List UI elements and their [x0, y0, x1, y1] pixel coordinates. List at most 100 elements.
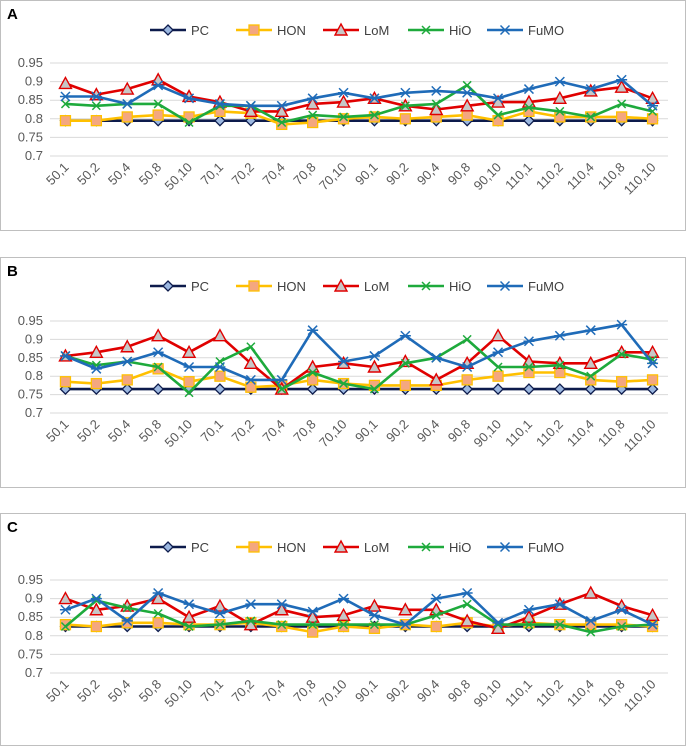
marker-p2-s4-0	[59, 604, 71, 615]
marker-p2-s4-13	[461, 587, 473, 599]
legend-marker-p0-s2	[333, 22, 349, 36]
marker-p0-s4-5	[214, 98, 226, 109]
marker-p1-s3-9	[339, 379, 349, 389]
marker-p1-s2-5	[212, 328, 228, 342]
marker-p1-s2-17	[583, 355, 598, 370]
legend-marker-p0-s4	[499, 24, 511, 36]
marker-p2-s1-19	[646, 620, 659, 633]
marker-p0-s1-3	[152, 109, 164, 121]
legend-marker-p1-s2	[333, 278, 349, 292]
marker-p1-s3-19	[648, 355, 658, 365]
marker-p2-s3-1	[91, 595, 101, 605]
marker-p0-s4-17	[585, 84, 597, 95]
marker-p2-s4-16	[554, 599, 566, 610]
marker-p0-s3-15	[524, 103, 534, 113]
marker-p1-s0-8	[306, 383, 319, 395]
marker-p0-s3-3	[153, 99, 163, 109]
marker-p1-s4-4	[183, 361, 195, 373]
legend-marker-p2-s0	[162, 541, 174, 553]
marker-p0-s3-0	[60, 99, 70, 109]
marker-p0-s2-2	[120, 81, 135, 95]
legend-marker-p2-s2	[333, 539, 349, 553]
marker-p2-s4-9	[338, 593, 350, 604]
marker-p2-s3-5	[215, 620, 225, 630]
marker-p1-s0-14	[492, 383, 504, 395]
legend-label-HON: HON	[277, 279, 306, 294]
marker-p2-s4-7	[276, 599, 288, 610]
marker-p2-s2-9	[336, 607, 351, 622]
marker-p1-s3-16	[555, 360, 565, 370]
marker-p0-s1-9	[337, 113, 350, 125]
marker-p1-s2-14	[490, 328, 506, 342]
marker-p2-s4-12	[430, 593, 442, 604]
legend-label-LoM: LoM	[364, 23, 389, 38]
marker-p1-s1-11	[399, 379, 412, 392]
marker-p0-s4-19	[647, 100, 659, 111]
marker-p1-s4-5	[214, 361, 226, 373]
marker-p0-s3-17	[586, 112, 596, 122]
marker-p2-s4-14	[492, 617, 504, 628]
y-tick-label: 0.95	[18, 313, 43, 328]
legend-marker-p0-s3	[421, 25, 431, 35]
y-tick-label: 0.7	[25, 148, 43, 163]
legend-label-PC: PC	[191, 540, 209, 555]
marker-p0-s2-7	[274, 103, 289, 118]
marker-p1-s3-7	[277, 384, 287, 394]
marker-p1-s1-0	[59, 376, 72, 388]
marker-p2-s3-12	[431, 610, 441, 620]
marker-p0-s1-18	[616, 111, 628, 123]
marker-p1-s1-14	[492, 370, 504, 382]
marker-p1-s3-4	[184, 388, 194, 398]
marker-p1-s0-17	[584, 383, 597, 395]
legend-label-PC: PC	[191, 279, 209, 294]
marker-p1-s1-15	[523, 366, 535, 379]
legend-label-HiO: HiO	[449, 279, 471, 294]
marker-p0-s1-14	[492, 115, 504, 127]
marker-p2-s2-8	[305, 609, 320, 623]
panel-label: B	[7, 263, 18, 280]
marker-p1-s4-9	[338, 356, 350, 367]
marker-p0-s1-11	[399, 113, 412, 125]
marker-p1-s4-0	[59, 350, 71, 361]
marker-p2-s3-4	[184, 621, 194, 632]
y-tick-label: 0.7	[25, 405, 43, 420]
y-tick-label: 0.9	[25, 331, 43, 346]
marker-p1-s4-7	[276, 374, 288, 385]
marker-p0-s2-13	[459, 98, 475, 112]
marker-p2-s2-1	[89, 602, 104, 616]
series-line-HiO	[65, 84, 653, 124]
marker-p2-s1-18	[616, 618, 628, 631]
legend-marker-p1-s0	[162, 280, 174, 292]
marker-p1-s2-2	[120, 339, 135, 353]
panel-frame	[0, 257, 686, 488]
marker-p2-s4-6	[245, 599, 257, 610]
marker-p2-s2-11	[398, 602, 413, 616]
marker-p0-s2-9	[336, 94, 351, 108]
marker-p1-s4-6	[245, 374, 257, 385]
marker-p0-s3-14	[493, 110, 503, 120]
legend-marker-p0-s1	[248, 24, 260, 36]
legend-marker-p1-s3	[421, 281, 431, 291]
marker-p1-s4-14	[492, 347, 504, 358]
marker-p1-s4-17	[585, 325, 597, 336]
marker-p1-s0-15	[523, 383, 535, 395]
marker-p2-s3-16	[555, 620, 565, 630]
marker-p0-s4-9	[338, 87, 350, 98]
marker-p1-s1-6	[245, 381, 257, 393]
marker-p0-s1-7	[276, 118, 288, 131]
marker-p1-s0-2	[121, 383, 134, 395]
marker-p2-s4-5	[214, 608, 226, 619]
marker-p2-s4-3	[152, 587, 164, 599]
marker-p1-s3-6	[246, 342, 256, 352]
marker-p1-s0-13	[461, 383, 474, 395]
marker-p2-s3-6	[246, 616, 256, 626]
marker-p1-s4-18	[616, 319, 628, 330]
y-tick-label: 0.8	[25, 111, 43, 126]
y-tick-label: 0.75	[18, 129, 43, 144]
marker-p1-s3-3	[153, 362, 163, 372]
legend-marker-p1-s1	[248, 280, 260, 292]
marker-p1-s2-1	[89, 344, 104, 358]
marker-p0-s3-11	[400, 101, 410, 111]
